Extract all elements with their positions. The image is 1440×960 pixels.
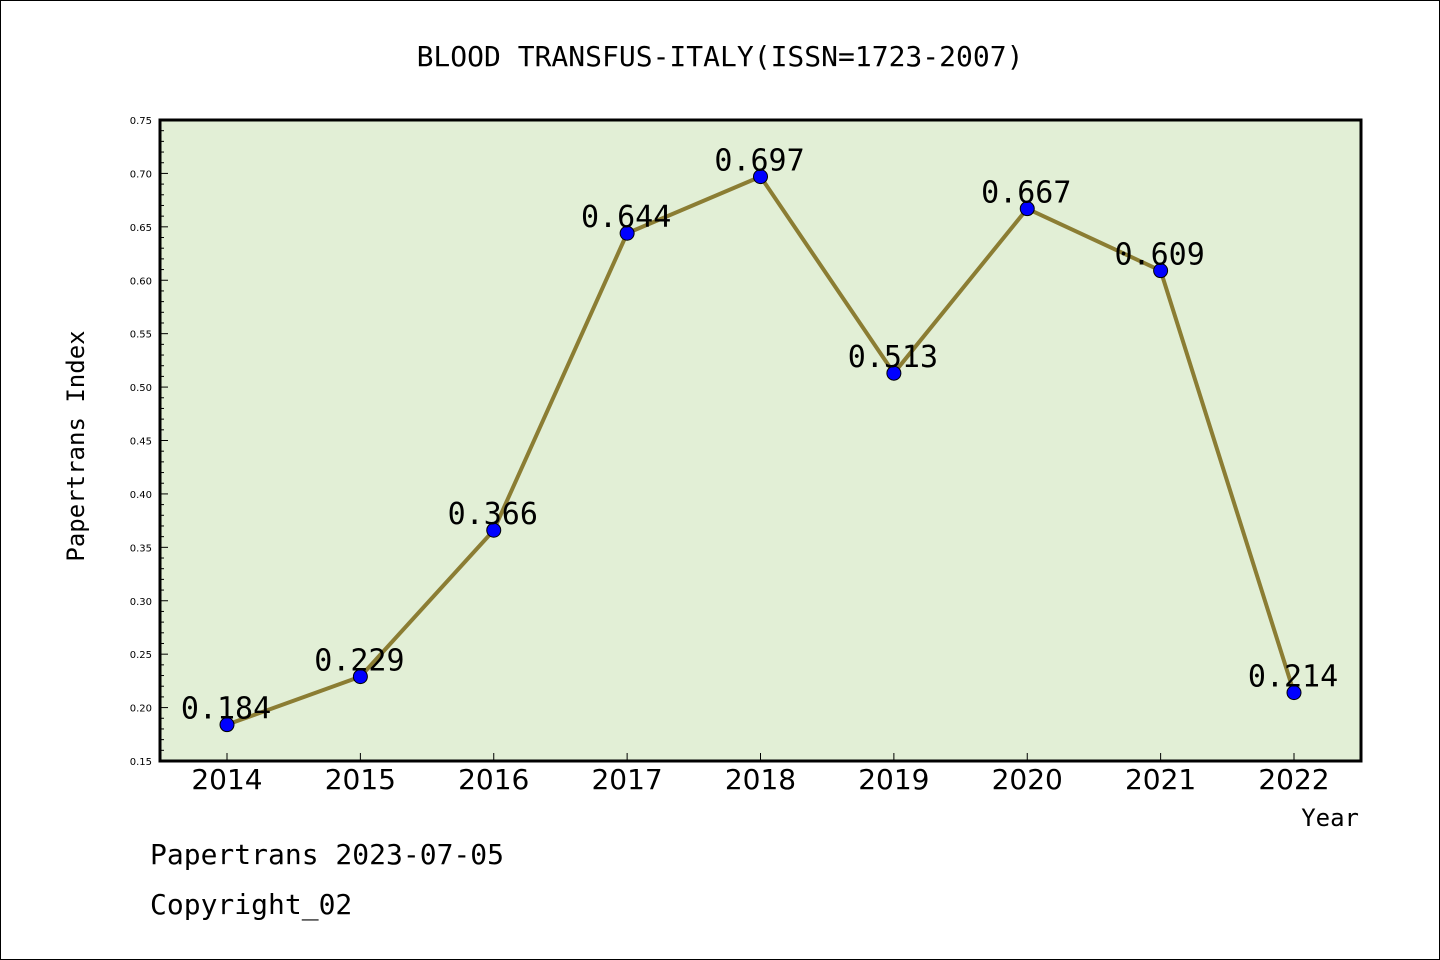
y-tick-label: 0.55	[130, 330, 152, 341]
x-tick-label: 2015	[325, 763, 396, 796]
plot-area	[158, 118, 1363, 763]
data-point	[486, 522, 502, 538]
x-tick-label: 2014	[191, 763, 262, 796]
y-tick-label: 0.65	[130, 223, 152, 234]
data-point	[886, 365, 902, 381]
y-tick-label: 0.40	[130, 490, 152, 501]
data-point	[352, 669, 368, 685]
data-labels: 0.184 0.229 0.366 0.644 0.697 0.513 0.667 0.609…	[181, 144, 1338, 727]
data-label: 0.229	[314, 644, 404, 679]
y-tick-label: 0.75	[130, 116, 152, 127]
y-tick-label: 0.15	[130, 757, 152, 768]
data-label: 0.214	[1248, 660, 1338, 695]
y-tick-label: 0.45	[130, 437, 152, 448]
x-tick-label: 2019	[858, 763, 929, 796]
x-tick-label: 2016	[458, 763, 529, 796]
data-label: 0.697	[714, 144, 804, 179]
y-tick-label: 0.25	[130, 650, 152, 661]
x-tick-label: 2021	[1125, 763, 1196, 796]
data-point	[1019, 201, 1035, 217]
footer-date: Papertrans 2023-07-05	[150, 838, 504, 871]
data-label: 0.366	[448, 497, 538, 532]
data-label: 0.513	[848, 340, 938, 375]
series-group	[219, 169, 1302, 733]
footer-copyright: Copyright_02	[150, 888, 352, 922]
y-tick-label: 0.70	[130, 169, 152, 180]
data-label: 0.644	[581, 200, 671, 235]
data-point	[1286, 685, 1302, 701]
data-label: 0.184	[181, 692, 271, 727]
x-tick-label: 2022	[1258, 763, 1329, 796]
data-label: 0.667	[981, 176, 1071, 211]
x-tick-label: 2017	[591, 763, 662, 796]
x-tick-label: 2020	[992, 763, 1063, 796]
data-point	[619, 225, 635, 241]
y-tick-label: 0.30	[130, 597, 152, 608]
y-axis-ticks: 0.15 0.20 0.25 0.30 0.35 0.40 0.45 0.50 0.55 0.60…	[130, 116, 168, 768]
x-tick-label: 2018	[725, 763, 796, 796]
y-tick-label: 0.35	[130, 543, 152, 554]
x-axis-ticks: 2014 2015 2016 2017 2018 2019 2020 2021 2022	[191, 753, 1330, 796]
y-axis-label: Papertrans Index	[62, 330, 90, 561]
y-tick-label: 0.50	[130, 383, 152, 394]
y-tick-label: 0.20	[130, 704, 152, 715]
data-label: 0.609	[1114, 238, 1204, 273]
x-axis-label: Year	[1301, 804, 1359, 832]
data-point	[219, 717, 235, 733]
y-tick-label: 0.60	[130, 276, 152, 287]
data-point	[1153, 263, 1169, 279]
chart-title: BLOOD TRANSFUS-ITALY(ISSN=1723-2007)	[417, 40, 1024, 73]
data-point	[753, 169, 768, 185]
